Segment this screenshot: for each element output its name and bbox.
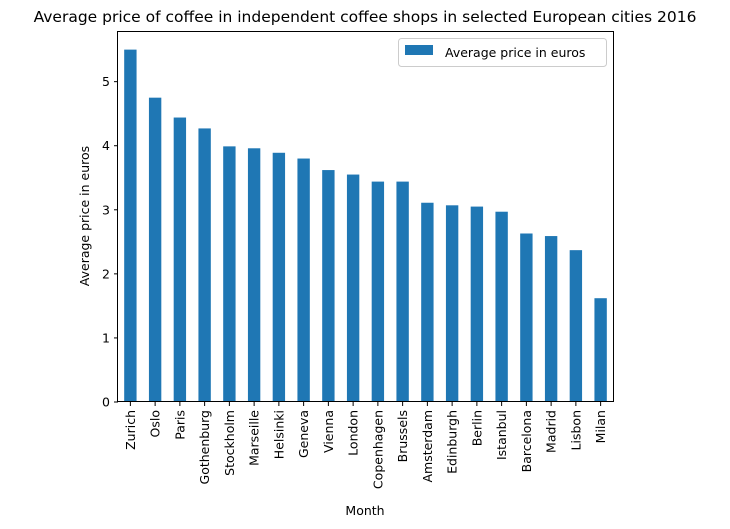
chart-title: Average price of coffee in independent c… xyxy=(34,8,697,26)
bar-oslo xyxy=(148,97,162,403)
bar-barcelona xyxy=(520,233,533,402)
bar-stockholm xyxy=(223,146,236,402)
x-tick-label: Marseille xyxy=(247,410,262,466)
bar-paris xyxy=(173,117,187,402)
x-tick-label: Copenhagen xyxy=(370,410,385,489)
x-tick-label: Paris xyxy=(172,410,187,440)
bar-berlin xyxy=(470,206,484,402)
x-axis-label: Month xyxy=(345,503,384,518)
y-tick-label: 0 xyxy=(102,395,110,410)
x-tick-label: Brussels xyxy=(395,410,410,462)
legend-label: Average price in euros xyxy=(445,45,585,60)
x-tick-label: Berlin xyxy=(469,410,484,446)
x-axis: Zurich Oslo Paris Gothenburg Stockholm Marsei… xyxy=(123,402,608,489)
x-tick-label: Zurich xyxy=(123,410,138,450)
legend-swatch xyxy=(405,45,433,55)
bar-edinburgh xyxy=(445,205,459,402)
bar-milan xyxy=(594,298,607,402)
plot-frame xyxy=(117,31,614,402)
bar-lisbon xyxy=(569,250,583,402)
bar-marseille xyxy=(247,148,261,402)
x-tick-label: Milan xyxy=(593,410,608,443)
x-tick-label: Barcelona xyxy=(519,410,534,472)
bar-brussels xyxy=(396,181,409,402)
x-tick-label: Istanbul xyxy=(494,410,509,460)
x-tick-label: Helsinki xyxy=(271,410,286,459)
legend-box xyxy=(398,38,607,67)
x-tick-label: Gothenburg xyxy=(197,410,212,484)
y-axis-label: Average price in euros xyxy=(77,146,92,286)
bar-istanbul xyxy=(495,211,508,402)
bar-amsterdam xyxy=(421,202,434,402)
y-tick-label: 1 xyxy=(102,330,110,345)
x-tick-label: Madrid xyxy=(544,410,559,453)
y-tick-label: 3 xyxy=(102,202,110,217)
bars xyxy=(124,49,607,403)
bar-geneva xyxy=(297,158,310,402)
x-tick-label: Stockholm xyxy=(222,410,237,476)
x-tick-label: Geneva xyxy=(296,410,311,458)
x-tick-label: Lisbon xyxy=(568,410,583,450)
bar-gothenburg xyxy=(198,128,211,402)
bar-copenhagen xyxy=(371,181,385,402)
x-tick-label: Vienna xyxy=(321,410,336,453)
x-tick-label: Edinburgh xyxy=(445,410,460,474)
y-tick-label: 4 xyxy=(102,138,110,153)
bar-helsinki xyxy=(272,152,286,402)
y-axis: 0 1 2 3 4 5 xyxy=(102,74,118,410)
x-tick-label: London xyxy=(346,410,361,456)
legend: Average price in euros xyxy=(398,38,607,67)
bar-london xyxy=(346,174,360,402)
y-tick-label: 2 xyxy=(102,266,110,281)
bar-vienna xyxy=(322,170,335,402)
x-tick-label: Amsterdam xyxy=(420,410,435,483)
y-tick-label: 5 xyxy=(102,74,110,89)
x-tick-label: Oslo xyxy=(148,410,163,437)
bar-madrid xyxy=(544,236,558,402)
bar-zurich xyxy=(124,49,137,402)
